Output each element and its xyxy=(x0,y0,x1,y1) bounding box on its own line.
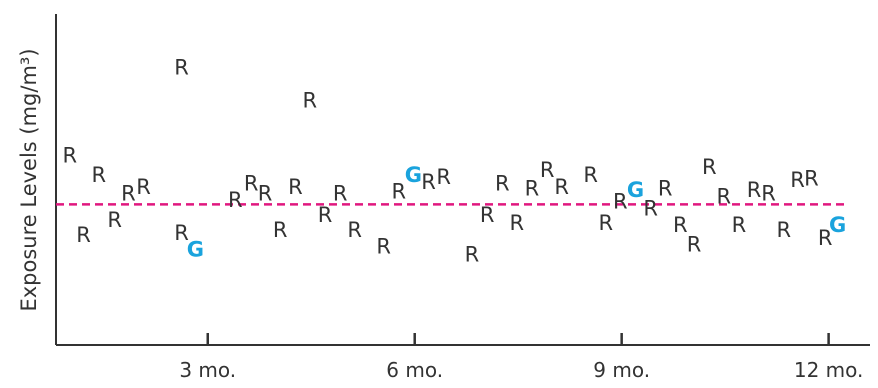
data-point-r: R xyxy=(804,167,819,191)
data-point-r: R xyxy=(716,185,731,209)
data-point-r: R xyxy=(174,221,189,245)
data-point-r: R xyxy=(643,196,658,220)
x-tick-label: 6 mo. xyxy=(386,358,443,382)
data-point-r: R xyxy=(465,243,480,267)
data-point-r: R xyxy=(244,171,259,195)
data-point-g: G xyxy=(829,213,846,237)
data-point-r: R xyxy=(107,208,122,232)
x-tick-label: 9 mo. xyxy=(593,358,650,382)
data-point-r: R xyxy=(347,218,362,242)
data-point-r: R xyxy=(687,233,702,257)
data-point-r: R xyxy=(333,181,348,205)
data-point-r: R xyxy=(273,218,288,242)
data-point-r: R xyxy=(554,175,569,199)
data-point-r: R xyxy=(495,171,510,195)
data-point-r: R xyxy=(583,163,598,187)
x-tick-label: 3 mo. xyxy=(179,358,236,382)
data-point-r: R xyxy=(121,181,136,205)
y-axis-title: Exposure Levels (mg/m³) xyxy=(17,48,41,311)
x-tick-label: 12 mo. xyxy=(794,358,864,382)
data-point-r: R xyxy=(76,223,91,247)
data-point-g: G xyxy=(187,238,204,262)
data-point-r: R xyxy=(91,163,106,187)
data-point-r: R xyxy=(790,168,805,192)
data-point-r: R xyxy=(436,165,451,189)
data-point-r: R xyxy=(818,226,833,250)
data-point-g: G xyxy=(627,178,644,202)
data-point-r: R xyxy=(258,181,273,205)
data-point-r: R xyxy=(673,213,688,237)
data-point-r: R xyxy=(376,234,391,258)
data-point-r: R xyxy=(62,143,77,167)
data-point-r: R xyxy=(613,190,628,214)
data-point-r: R xyxy=(510,211,525,235)
data-point-r: R xyxy=(732,213,747,237)
data-point-r: R xyxy=(392,180,407,204)
data-point-r: R xyxy=(761,181,776,205)
data-point-r: R xyxy=(421,170,436,194)
data-point-r: R xyxy=(702,155,717,179)
data-point-r: R xyxy=(303,89,318,113)
data-point-r: R xyxy=(747,178,762,202)
data-point-r: R xyxy=(658,176,673,200)
data-point-r: R xyxy=(136,175,151,199)
data-point-r: R xyxy=(174,56,189,80)
data-point-r: R xyxy=(480,203,495,227)
data-point-r: R xyxy=(525,176,540,200)
data-point-g: G xyxy=(405,163,422,187)
data-point-r: R xyxy=(540,158,555,182)
data-point-r: R xyxy=(598,211,613,235)
data-point-r: R xyxy=(228,188,243,212)
data-point-r: R xyxy=(288,175,303,199)
data-point-r: R xyxy=(318,203,333,227)
data-point-r: R xyxy=(776,218,791,242)
x-axis-ticks: 3 mo. 6 mo. 9 mo. 12 mo. xyxy=(179,333,863,382)
